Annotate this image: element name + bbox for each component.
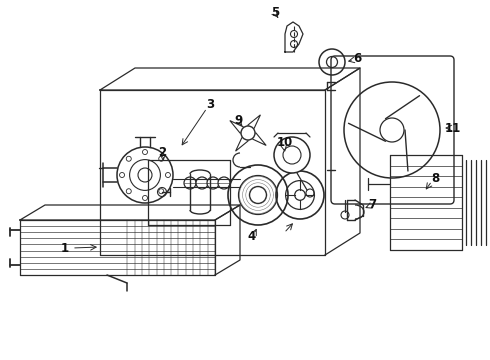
- Text: 3: 3: [206, 98, 214, 111]
- Circle shape: [143, 149, 147, 154]
- Circle shape: [274, 137, 310, 173]
- Text: 2: 2: [158, 145, 166, 158]
- Circle shape: [218, 177, 230, 189]
- Polygon shape: [248, 133, 266, 145]
- Circle shape: [196, 177, 208, 189]
- Circle shape: [126, 156, 131, 161]
- Text: 4: 4: [248, 230, 256, 243]
- Text: 6: 6: [353, 51, 361, 64]
- Circle shape: [207, 177, 219, 189]
- Polygon shape: [230, 121, 248, 133]
- Polygon shape: [248, 115, 260, 133]
- Text: 7: 7: [368, 198, 376, 211]
- Circle shape: [241, 126, 255, 140]
- Text: 8: 8: [431, 171, 439, 184]
- Circle shape: [159, 189, 164, 194]
- Circle shape: [184, 177, 196, 189]
- Text: 11: 11: [445, 122, 461, 135]
- Circle shape: [159, 156, 164, 161]
- Text: 5: 5: [271, 5, 279, 18]
- Polygon shape: [236, 133, 248, 151]
- Circle shape: [126, 189, 131, 194]
- Text: 1: 1: [61, 242, 69, 255]
- Circle shape: [166, 172, 171, 177]
- Text: 9: 9: [234, 113, 242, 126]
- Circle shape: [143, 195, 147, 201]
- Text: 10: 10: [277, 136, 293, 149]
- Circle shape: [120, 172, 124, 177]
